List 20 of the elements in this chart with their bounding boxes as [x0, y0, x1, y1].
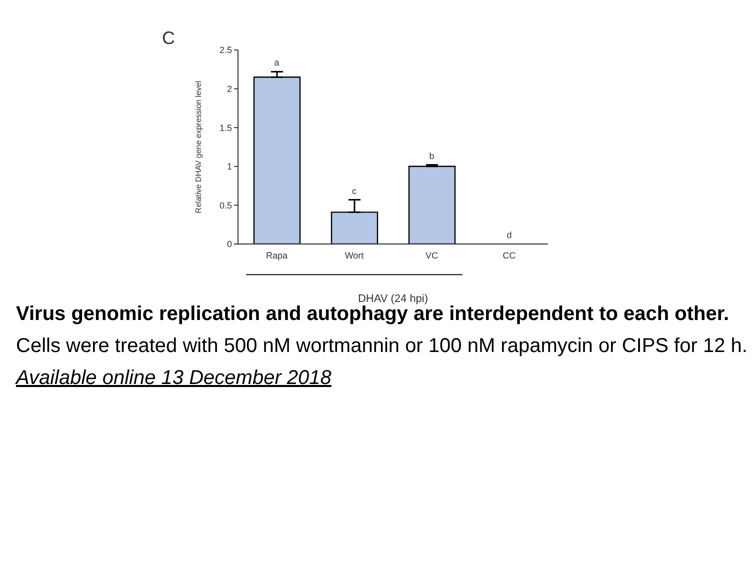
y-tick-label: 1	[226, 162, 232, 172]
y-axis-title: Relative DHAV gene expression level	[194, 80, 203, 214]
y-tick-label: 2.5	[219, 45, 232, 56]
text: Cells were treated with 500 nM wortmannin or 100 nM rapamycin or CIPS for 12 h.	[16, 335, 748, 357]
x-tick-label: Rapa	[266, 250, 288, 260]
y-tick-label: 2	[226, 84, 232, 94]
annotation: c	[352, 186, 357, 196]
annotation: d	[506, 230, 512, 240]
text: Available online 13 December 2018	[16, 367, 332, 389]
annotation: a	[274, 58, 280, 68]
bar	[408, 166, 456, 244]
x-tick-label: CC	[502, 250, 516, 260]
y-tick-label: 0.5	[219, 200, 232, 210]
x-tick-label: Wort	[344, 250, 364, 260]
x-tick-label: VC	[425, 250, 438, 260]
y-tick-label: 0	[226, 239, 232, 250]
annotation: b	[429, 150, 434, 161]
y-tick-label: 1.5	[219, 122, 232, 133]
text: C	[162, 28, 175, 49]
x-axis-title: DHAV (24 hpi)	[358, 293, 428, 305]
